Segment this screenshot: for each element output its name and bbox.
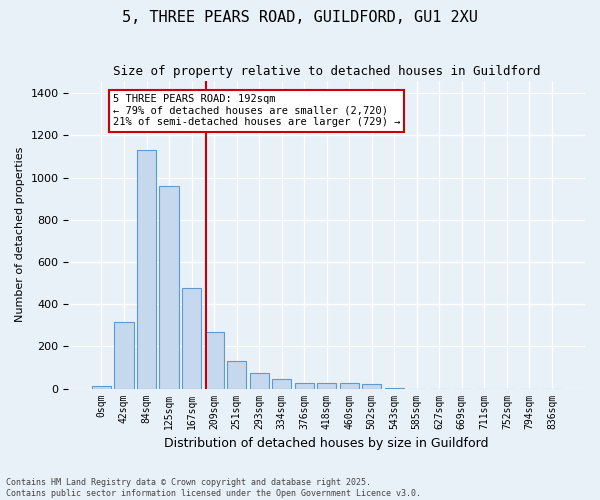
Bar (92, 386, 111, 388)
X-axis label: Distribution of detached houses by size in Guildford: Distribution of detached houses by size … (164, 437, 489, 450)
Bar (160, 186, 179, 388)
Bar (137, 150, 156, 388)
Title: Size of property relative to detached houses in Guildford: Size of property relative to detached ho… (113, 65, 541, 78)
Text: Contains HM Land Registry data © Crown copyright and database right 2025.
Contai: Contains HM Land Registry data © Crown c… (6, 478, 421, 498)
Bar (250, 372, 269, 388)
Bar (340, 384, 359, 388)
Bar (115, 322, 134, 388)
Bar (295, 384, 314, 388)
Bar (205, 332, 224, 388)
Bar (317, 382, 336, 388)
Bar (272, 379, 291, 388)
Bar (362, 384, 382, 388)
Bar (227, 361, 246, 388)
Bar (182, 288, 201, 388)
Text: 5, THREE PEARS ROAD, GUILDFORD, GU1 2XU: 5, THREE PEARS ROAD, GUILDFORD, GU1 2XU (122, 10, 478, 25)
Text: 5 THREE PEARS ROAD: 192sqm
← 79% of detached houses are smaller (2,720)
21% of s: 5 THREE PEARS ROAD: 192sqm ← 79% of deta… (113, 94, 400, 128)
Y-axis label: Number of detached properties: Number of detached properties (15, 147, 25, 322)
